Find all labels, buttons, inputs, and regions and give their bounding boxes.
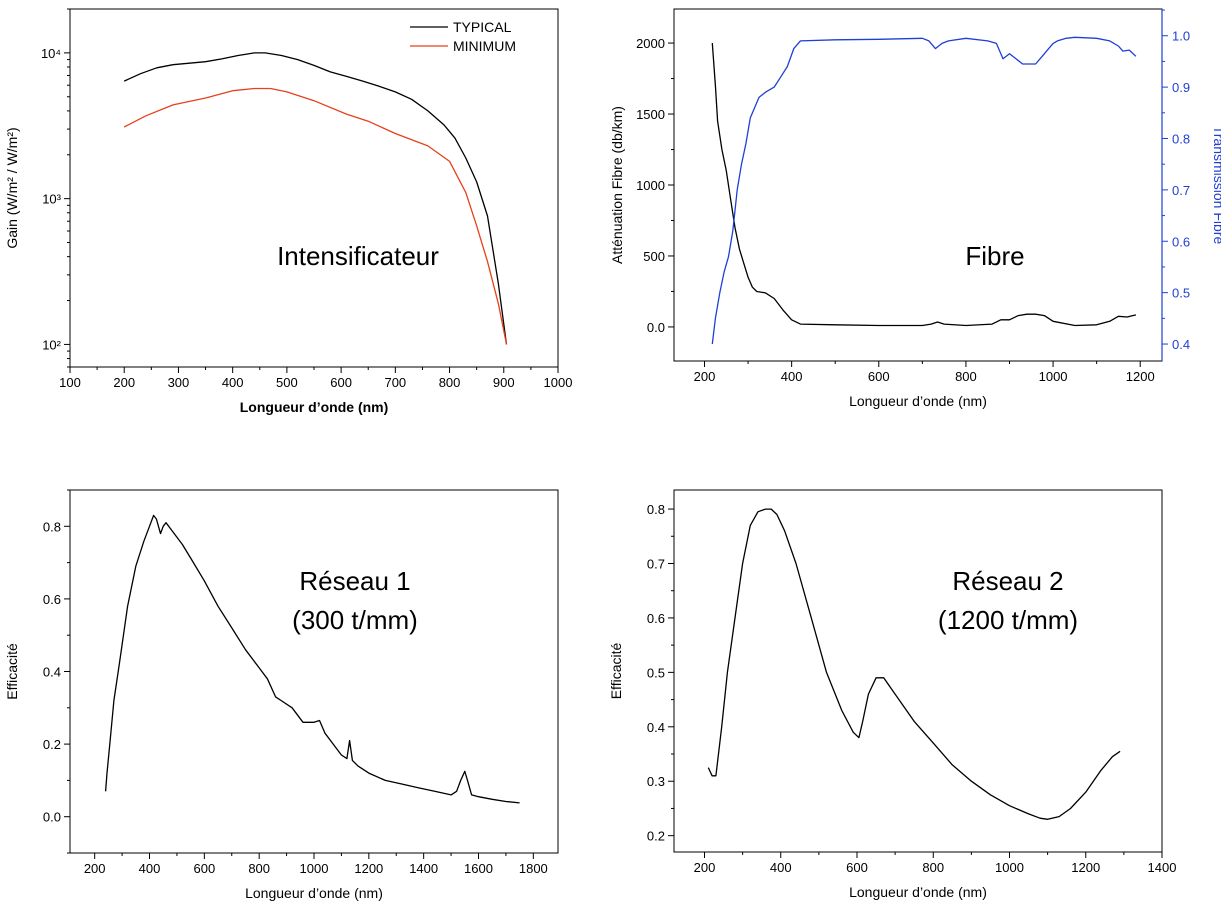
x-tick-label: 900	[493, 375, 515, 390]
x-tick-label: 200	[694, 860, 716, 875]
chart-title: Réseau 1	[299, 566, 410, 596]
x-tick-label: 700	[384, 375, 406, 390]
y2-tick-label: 0.5	[1172, 286, 1190, 301]
y2-tick-label: 0.7	[1172, 183, 1190, 198]
chart-title: Fibre	[965, 241, 1024, 271]
x-tick-label: 800	[439, 375, 461, 390]
x-tick-label: 400	[770, 860, 792, 875]
chart-title: Intensificateur	[277, 241, 439, 271]
y-tick-label: 10³	[42, 192, 61, 207]
x-tick-label: 500	[276, 375, 298, 390]
x-tick-label: 600	[193, 861, 215, 876]
x-tick-label: 1000	[300, 861, 329, 876]
series-line-typical	[123, 52, 508, 345]
x-axis-title: Longueur d’onde (nm)	[849, 393, 987, 409]
x-tick-label: 400	[222, 375, 244, 390]
y2-tick-label: 1.0	[1172, 29, 1190, 44]
y-tick-label: 1500	[636, 107, 665, 122]
x-tick-label: 600	[846, 860, 868, 875]
y-tick-label: 10⁴	[41, 46, 61, 61]
x-tick-label: 1000	[995, 860, 1024, 875]
x-tick-label: 1200	[1071, 860, 1100, 875]
y-tick-label: 2000	[636, 36, 665, 51]
series-line-left	[711, 43, 1137, 327]
legend-label: MINIMUM	[453, 38, 516, 54]
x-tick-label: 1600	[464, 861, 493, 876]
x-tick-label: 1800	[519, 861, 548, 876]
x-tick-label: 1000	[544, 375, 573, 390]
y2-tick-label: 0.6	[1172, 234, 1190, 249]
x-tick-label: 1400	[409, 861, 438, 876]
series-line-main	[707, 508, 1121, 820]
y-tick-label: 10²	[42, 337, 61, 352]
x-tick-label: 600	[868, 369, 890, 384]
x-tick-label: 800	[248, 861, 270, 876]
series-line-main	[104, 514, 520, 804]
y-tick-label: 0.3	[647, 774, 665, 789]
y-tick-label: 0.5	[647, 665, 665, 680]
x-tick-label: 1200	[354, 861, 383, 876]
y2-tick-label: 0.8	[1172, 131, 1190, 146]
chart-panel-4: 200 400 600 800 1000 1200 1400 0.2 0.3 0.4 0.5 0.6 0…	[608, 489, 1177, 900]
x-tick-label: 1400	[1148, 860, 1177, 875]
x-axis-title: Longueur d’onde (nm)	[849, 884, 987, 900]
x-tick-label: 800	[955, 369, 977, 384]
series-line-right	[711, 36, 1137, 345]
y-axis-title: Efficacité	[608, 643, 624, 700]
y-tick-label: 0.0	[43, 810, 61, 825]
x-tick-label: 1000	[1039, 369, 1068, 384]
y-tick-label: 0.4	[43, 665, 61, 680]
y-tick-label: 0.2	[647, 829, 665, 844]
chart-panel-3: 200 400 600 800 1000 1200 1400 1600 1800 0.0 0.2 0.…	[4, 489, 559, 901]
chart-panel-1: 100 200 300 400 500 600 700 800 900 1000 10² 10³ 10⁴…	[4, 8, 573, 415]
y-axis-title: Efficacité	[4, 643, 20, 700]
x-axis-title: Longueur d’onde (nm)	[245, 885, 383, 901]
y-tick-label: 0.7	[647, 556, 665, 571]
y-tick-label: 0.8	[43, 519, 61, 534]
x-tick-label: 400	[139, 861, 161, 876]
x-tick-label: 200	[84, 861, 106, 876]
y-tick-label: 1000	[636, 178, 665, 193]
y-tick-label: 0.6	[43, 592, 61, 607]
plot-frame	[673, 489, 1163, 853]
x-axis-title: Longueur d’onde (nm)	[240, 399, 389, 415]
x-tick-label: 400	[781, 369, 803, 384]
plot-frame	[673, 8, 1163, 362]
y-tick-label: 500	[643, 249, 665, 264]
y-tick-label: 0.4	[647, 720, 665, 735]
chart-title: Réseau 2	[952, 566, 1063, 596]
y-tick-label: 0.6	[647, 611, 665, 626]
chart-panel-2: 200 400 600 800 1000 1200 0.0 500 1000 1500 2000 0.…	[609, 8, 1221, 409]
y-tick-label: 0.8	[647, 502, 665, 517]
y2-tick-label: 0.9	[1172, 80, 1190, 95]
y-axis-title: Gain (W/m² / W/m²)	[4, 127, 20, 248]
x-tick-label: 600	[330, 375, 352, 390]
legend-label: TYPICAL	[453, 19, 512, 35]
y2-tick-label: 0.4	[1172, 337, 1190, 352]
y-axis-title: Atténuation Fibre (db/km)	[609, 106, 625, 264]
x-tick-label: 300	[168, 375, 190, 390]
series-line-minimum	[123, 87, 508, 345]
y2-axis-title: Transmission Fibre	[1211, 126, 1221, 245]
x-tick-label: 200	[694, 369, 716, 384]
x-tick-label: 200	[113, 375, 135, 390]
y-tick-label: 0.2	[43, 737, 61, 752]
chart-title: (1200 t/mm)	[938, 605, 1078, 635]
y-tick-label: 0.0	[647, 320, 665, 335]
x-tick-label: 100	[59, 375, 81, 390]
x-tick-label: 1200	[1126, 369, 1155, 384]
plot-frame	[69, 8, 559, 368]
x-tick-label: 800	[922, 860, 944, 875]
chart-title: (300 t/mm)	[292, 605, 418, 635]
